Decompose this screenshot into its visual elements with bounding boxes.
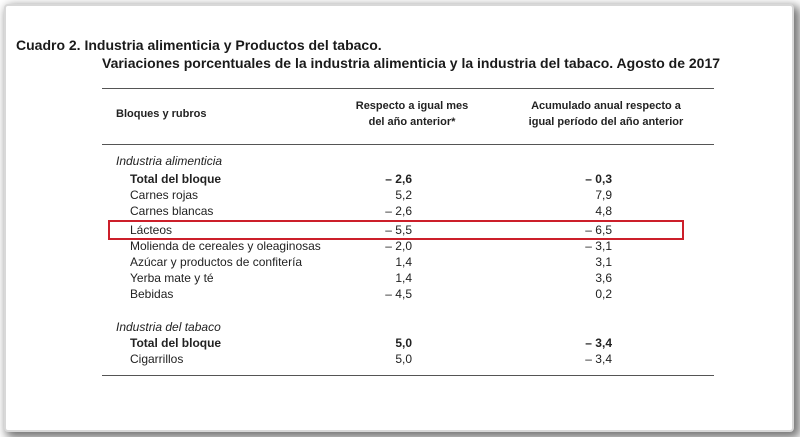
table-row: Total del bloque 5,0 – 3,4: [0, 335, 800, 351]
row-value-cumulative: – 3,4: [585, 352, 612, 366]
row-value-month: 5,2: [395, 188, 412, 202]
row-value-month: 1,4: [395, 255, 412, 269]
row-label: Total del bloque: [130, 336, 222, 350]
table-row: Cigarrillos 5,0 – 3,4: [0, 351, 800, 367]
header-bottom-rule: [102, 144, 714, 145]
header-col-month: Respecto a igual mes del año anterior*: [344, 98, 480, 130]
row-label: Molienda de cereales y oleaginosas: [130, 239, 321, 253]
row-label: Lácteos: [130, 223, 173, 237]
row-value-cumulative: 3,1: [595, 255, 612, 269]
table-row: Lácteos – 5,5 – 6,5: [0, 222, 800, 238]
table-row: Yerba mate y té 1,4 3,6: [0, 270, 800, 286]
header-col-month-line1: Respecto a igual mes: [355, 100, 469, 112]
row-value-cumulative: – 0,3: [585, 172, 612, 186]
row-value-cumulative: – 3,4: [585, 336, 612, 350]
table-row: Carnes blancas – 2,6 4,8: [0, 203, 800, 219]
row-value-cumulative: – 3,1: [585, 239, 612, 253]
row-label: Carnes rojas: [130, 188, 199, 202]
table-row: Molienda de cereales y oleaginosas – 2,0…: [0, 238, 800, 254]
table-row: Azúcar y productos de confitería 1,4 3,1: [0, 254, 800, 270]
table-row: Carnes rojas 5,2 7,9: [0, 187, 800, 203]
row-label: Yerba mate y té: [130, 271, 214, 285]
section-title-food: Industria alimenticia: [116, 154, 223, 168]
row-value-month: 1,4: [395, 271, 412, 285]
row-value-month: – 5,5: [385, 223, 412, 237]
row-label: Cigarrillos: [130, 352, 184, 366]
header-col-blocks: Bloques y rubros: [116, 108, 207, 120]
table-row: Bebidas – 4,5 0,2: [0, 286, 800, 302]
table-subtitle: Variaciones porcentuales de la industria…: [102, 55, 721, 71]
row-value-cumulative: – 6,5: [585, 223, 612, 237]
table-row: Total del bloque – 2,6 – 0,3: [0, 171, 800, 187]
row-value-cumulative: 0,2: [595, 287, 612, 301]
highlight-box: [108, 220, 684, 240]
table-title: Cuadro 2. Industria alimenticia y Produc…: [16, 37, 382, 53]
header-col-cumulative: Acumulado anual respecto a igual período…: [508, 98, 704, 130]
header-col-month-line2: del año anterior*: [368, 116, 456, 128]
row-value-cumulative: 4,8: [595, 204, 612, 218]
row-value-month: – 4,5: [385, 287, 412, 301]
row-value-month: – 2,6: [385, 204, 412, 218]
row-value-month: 5,0: [395, 336, 412, 350]
row-value-month: – 2,6: [385, 172, 412, 186]
header-col-cumulative-line1: Acumulado anual respecto a: [531, 100, 681, 112]
row-value-month: 5,0: [395, 352, 412, 366]
header-top-rule: [102, 88, 714, 89]
row-value-cumulative: 7,9: [595, 188, 612, 202]
header-col-cumulative-line2: igual período del año anterior: [528, 116, 684, 128]
row-value-month: – 2,0: [385, 239, 412, 253]
row-value-cumulative: 3,6: [595, 271, 612, 285]
row-label: Total del bloque: [130, 172, 222, 186]
row-label: Azúcar y productos de confitería: [130, 255, 303, 269]
row-label: Carnes blancas: [130, 204, 214, 218]
table-bottom-rule: [102, 375, 714, 376]
table-frame: [6, 6, 792, 430]
row-label: Bebidas: [130, 287, 174, 301]
section-title-tobacco: Industria del tabaco: [116, 320, 221, 334]
